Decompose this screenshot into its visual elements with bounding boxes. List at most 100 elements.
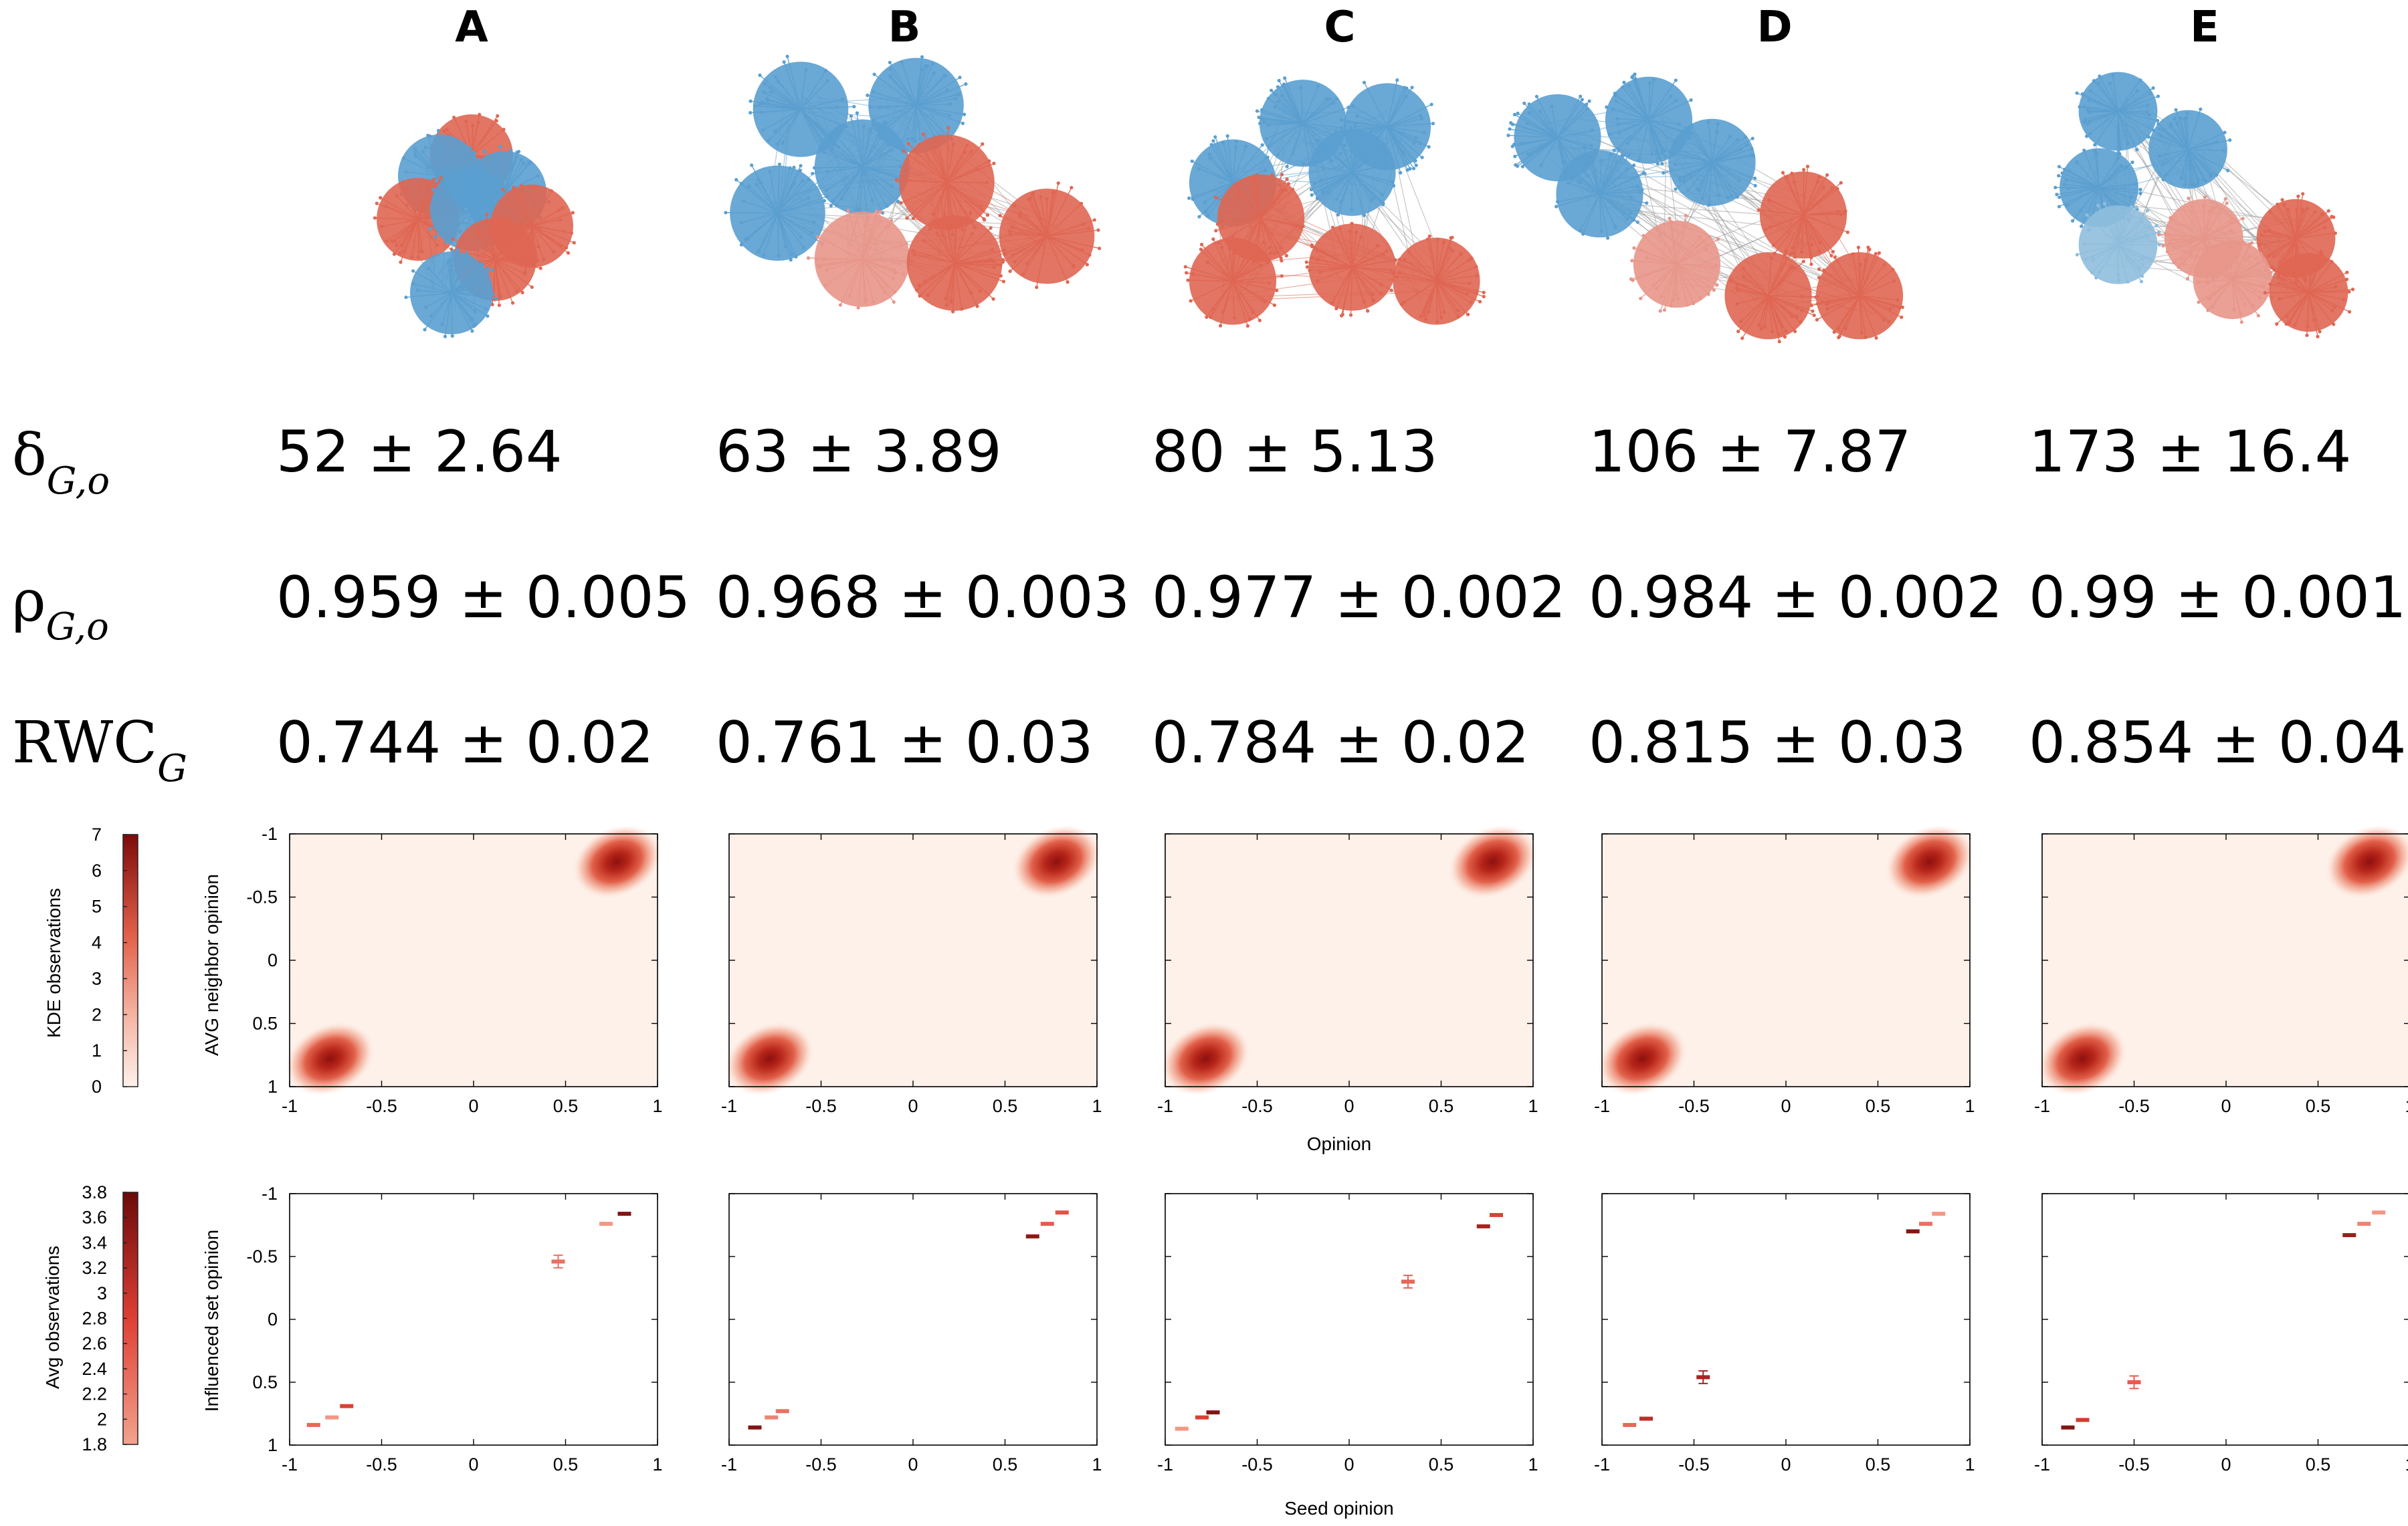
network-node	[2157, 154, 2162, 158]
network-node-edge	[1859, 295, 1902, 318]
network-node	[1820, 300, 1824, 304]
network-node-edge	[1522, 137, 1558, 167]
network-node	[2275, 322, 2279, 326]
network-graph-e	[2053, 72, 2355, 338]
network-node-edge	[1238, 191, 1262, 219]
influence-mark	[340, 1404, 354, 1408]
network-node-edge	[2118, 244, 2139, 267]
network-node	[491, 293, 495, 297]
network-node	[958, 76, 962, 80]
network-node	[1218, 324, 1223, 328]
network-node-edge	[1803, 215, 1820, 252]
network-node	[1670, 221, 1674, 225]
network-node	[1186, 278, 1190, 282]
network-node	[2062, 183, 2066, 187]
network-node	[1276, 100, 1280, 104]
network-node	[1283, 76, 1287, 80]
network-node-edge	[1509, 128, 1558, 138]
network-node	[1707, 203, 1711, 207]
network-node-edge	[1711, 136, 1731, 163]
network-node	[930, 62, 934, 66]
network-node-edge	[777, 213, 805, 248]
network-node	[1468, 282, 1472, 286]
network-node-edge	[531, 225, 544, 259]
network-node-edge	[1742, 295, 1769, 339]
network-node	[508, 217, 512, 221]
network-node	[2232, 308, 2236, 312]
network-node	[1269, 88, 1274, 92]
network-node-edge	[1622, 86, 1649, 121]
network-node-edge	[2187, 149, 2217, 176]
network-node	[975, 304, 979, 308]
network-node	[1391, 180, 1395, 184]
network-node	[815, 257, 819, 261]
network-node-edge	[1435, 251, 1453, 282]
network-node	[1882, 318, 1886, 322]
network-node-edge	[1648, 100, 1676, 121]
network-node	[1211, 139, 1215, 143]
network-node-edge	[1648, 120, 1680, 125]
network-node-edge	[954, 263, 963, 310]
network-node-edge	[2056, 187, 2100, 195]
network-node-edge	[1648, 96, 1672, 121]
network-node	[2318, 330, 2322, 334]
network-node-edge	[2117, 244, 2120, 280]
network-node-edge	[900, 105, 917, 146]
network-node	[2134, 182, 2138, 186]
network-node-edge	[915, 69, 922, 106]
network-node-edge	[439, 149, 457, 177]
network-node	[1630, 76, 1634, 80]
network-node	[1316, 279, 1320, 283]
network-node-edge	[954, 263, 994, 300]
network-node	[429, 146, 433, 150]
network-node-edge	[1791, 173, 1804, 215]
network-node-edge	[897, 180, 947, 183]
network-node-edge	[862, 259, 888, 287]
network-node	[1674, 152, 1678, 156]
network-node	[1874, 251, 1878, 255]
network-node	[838, 303, 843, 307]
network-node	[401, 181, 405, 185]
network-node-edge	[2117, 111, 2121, 148]
influence-axis-xtick-label: -1	[721, 1454, 737, 1475]
network-node-edge	[1200, 249, 1233, 282]
network-node-edge	[787, 56, 801, 110]
network-node-edge	[2203, 208, 2213, 239]
network-node	[2125, 209, 2129, 213]
network-node-edge	[413, 270, 452, 294]
network-node-edge	[1670, 263, 1678, 306]
network-node	[1635, 184, 1640, 188]
network-node	[1411, 167, 1416, 171]
network-node	[1419, 314, 1423, 318]
network-node-edge	[2086, 110, 2118, 137]
kde-axis-xtick-label: 0	[2221, 1096, 2231, 1116]
network-node	[1236, 190, 1241, 194]
network-node	[2312, 259, 2316, 264]
network-node	[1395, 275, 1399, 279]
network-node-edge	[1793, 215, 1804, 253]
network-node-edge	[1320, 266, 1352, 273]
network-node-edge	[1557, 129, 1593, 138]
network-node	[1276, 85, 1280, 89]
network-node-edge	[1350, 127, 1353, 173]
kde-axis-xtick-label: 0.5	[553, 1096, 579, 1116]
network-node	[2305, 333, 2309, 338]
network-node-edge	[2180, 118, 2189, 150]
network-node-edge	[451, 285, 482, 294]
network-node	[1403, 257, 1407, 261]
network-node-edge	[1660, 263, 1678, 312]
influence-panel-b: -1 -0.5 0 0.5 1	[721, 1193, 1102, 1475]
network-node-edge	[2209, 279, 2233, 299]
network-node	[2148, 92, 2152, 96]
network-node-edge	[2187, 238, 2205, 280]
network-node-edge	[1046, 219, 1095, 237]
network-node-edge	[1352, 172, 1383, 195]
network-node-edge	[475, 179, 506, 193]
obs-colorbar-tick-label: 1.8	[82, 1434, 107, 1454]
network-node	[2302, 209, 2306, 213]
network-node	[1577, 159, 1581, 163]
network-node-edge	[1711, 162, 1738, 197]
network-node	[1435, 237, 1439, 241]
delta-value-b: 63 ± 3.89	[716, 419, 1002, 485]
network-node-edge	[862, 167, 884, 213]
